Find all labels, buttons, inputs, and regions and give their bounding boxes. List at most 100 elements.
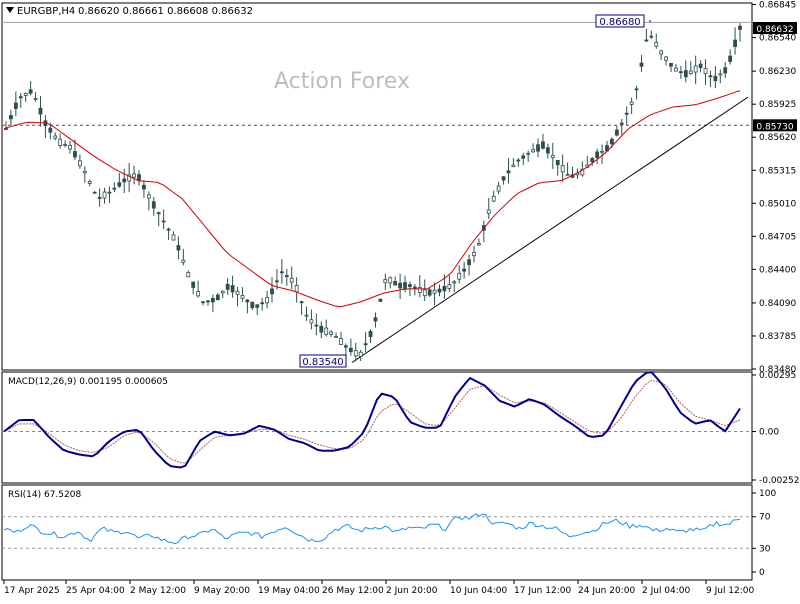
rsi-line	[3, 513, 741, 545]
macd-panel-frame	[1, 371, 753, 484]
candle-body	[220, 290, 225, 294]
candle-body	[501, 176, 506, 181]
current-price-label: 0.86632	[756, 25, 793, 35]
candle-body	[28, 89, 33, 94]
candle-body	[467, 259, 471, 266]
watermark: Action Forex	[274, 69, 410, 94]
candle-body	[210, 297, 215, 303]
candle-body	[250, 301, 255, 309]
candle-body	[506, 170, 511, 174]
candle-body	[698, 63, 703, 68]
price-labels-layer: 0.86680 0.83540 0.86632 0.85730	[299, 14, 797, 368]
current-price-box	[753, 22, 797, 34]
price-axis-label: 0.83480	[759, 365, 796, 375]
candle-body	[63, 144, 68, 146]
macd-layer	[3, 371, 741, 469]
candle-body	[235, 290, 240, 295]
candle-body	[348, 347, 353, 353]
candle-body	[541, 141, 545, 149]
candle-body	[403, 282, 407, 290]
candle-body	[265, 297, 269, 304]
candle-body	[511, 164, 516, 167]
candle-body	[151, 201, 156, 209]
candle-body	[82, 171, 87, 174]
candle-body	[491, 195, 496, 202]
candle-body	[442, 285, 447, 292]
candle-body	[565, 173, 570, 176]
macd-axis: 0.00295 0.00 -0.002529	[2, 371, 800, 486]
candle-body	[73, 151, 77, 158]
candle-body	[674, 67, 678, 72]
candle-body	[132, 173, 136, 178]
candle-body	[644, 39, 649, 42]
ohlc-values: 0.86620 0.86661 0.86608 0.86632	[78, 6, 253, 17]
candle-body	[629, 101, 634, 105]
time-axis: 17 Apr 2025 25 Apr 04:00 2 May 12:00 9 May …	[3, 580, 755, 596]
candle-body	[496, 185, 501, 192]
high-price-box	[595, 14, 645, 28]
symbol-dropdown-icon[interactable]	[6, 7, 14, 13]
candle-body	[299, 301, 304, 304]
candle-body	[353, 350, 358, 357]
candle-body	[97, 196, 102, 199]
candle-body	[477, 243, 481, 246]
price-axis-label: 0.84090	[759, 299, 796, 309]
candle-body	[18, 96, 23, 99]
rsi-axis-label: 30	[759, 544, 771, 554]
candle-body	[595, 151, 600, 159]
candle-body	[728, 55, 733, 62]
candle-body	[383, 279, 388, 284]
price-panel-frame	[1, 2, 753, 371]
price-axis-label: 0.86845	[759, 1, 796, 11]
time-axis-label: 10 Jun 04:00	[450, 586, 507, 596]
candle-body	[422, 289, 427, 297]
candle-body	[412, 286, 417, 289]
candle-body	[245, 299, 250, 303]
price-axis-label: 0.84400	[759, 265, 796, 275]
candle-body	[664, 56, 669, 61]
candle-body	[590, 158, 595, 163]
candle-body	[654, 42, 659, 47]
candle-body	[215, 294, 220, 301]
candle-body	[545, 147, 550, 154]
candle-body	[87, 181, 92, 184]
candle-body	[92, 191, 97, 194]
macd-axis-label: -0.002529	[759, 476, 800, 486]
time-axis-label: 24 Jun 20:00	[578, 586, 635, 596]
time-axis-label: 9 May 20:00	[194, 586, 250, 596]
candle-body	[708, 75, 713, 78]
candle-body	[432, 289, 437, 294]
candle-body	[368, 330, 373, 338]
candle-body	[693, 65, 698, 73]
candle-body	[634, 88, 639, 91]
candle-body	[688, 70, 693, 75]
candle-body	[516, 159, 521, 162]
candle-body	[230, 285, 235, 293]
candle-body	[550, 154, 555, 158]
low-price-box	[299, 354, 347, 368]
candle-body	[329, 331, 334, 335]
candle-body	[536, 144, 540, 152]
moving-average-line	[3, 90, 741, 308]
candle-body	[678, 71, 683, 74]
candle-body	[531, 149, 536, 153]
candle-body	[649, 35, 654, 38]
candle-body	[373, 317, 378, 322]
candle-body	[614, 129, 619, 136]
time-axis-label: 17 Jun 12:00	[514, 586, 571, 596]
candle-body	[161, 220, 166, 223]
candle-body	[225, 283, 230, 290]
rsi-axis: 100 70 30 0	[2, 489, 776, 578]
candle-body	[324, 327, 329, 335]
macd-axis-label: 0.00	[759, 428, 779, 438]
candle-body	[77, 160, 82, 167]
price-axis-label: 0.85010	[759, 199, 796, 209]
candle-body	[260, 302, 265, 305]
macd-line	[3, 371, 741, 469]
rsi-axis-label: 100	[759, 489, 776, 499]
price-axis-label: 0.86230	[759, 67, 796, 77]
macd-title: MACD(12,26,9) 0.001195 0.000605	[8, 377, 168, 387]
candle-body	[206, 300, 210, 303]
candle-body	[289, 277, 294, 283]
candle-body	[339, 338, 343, 345]
